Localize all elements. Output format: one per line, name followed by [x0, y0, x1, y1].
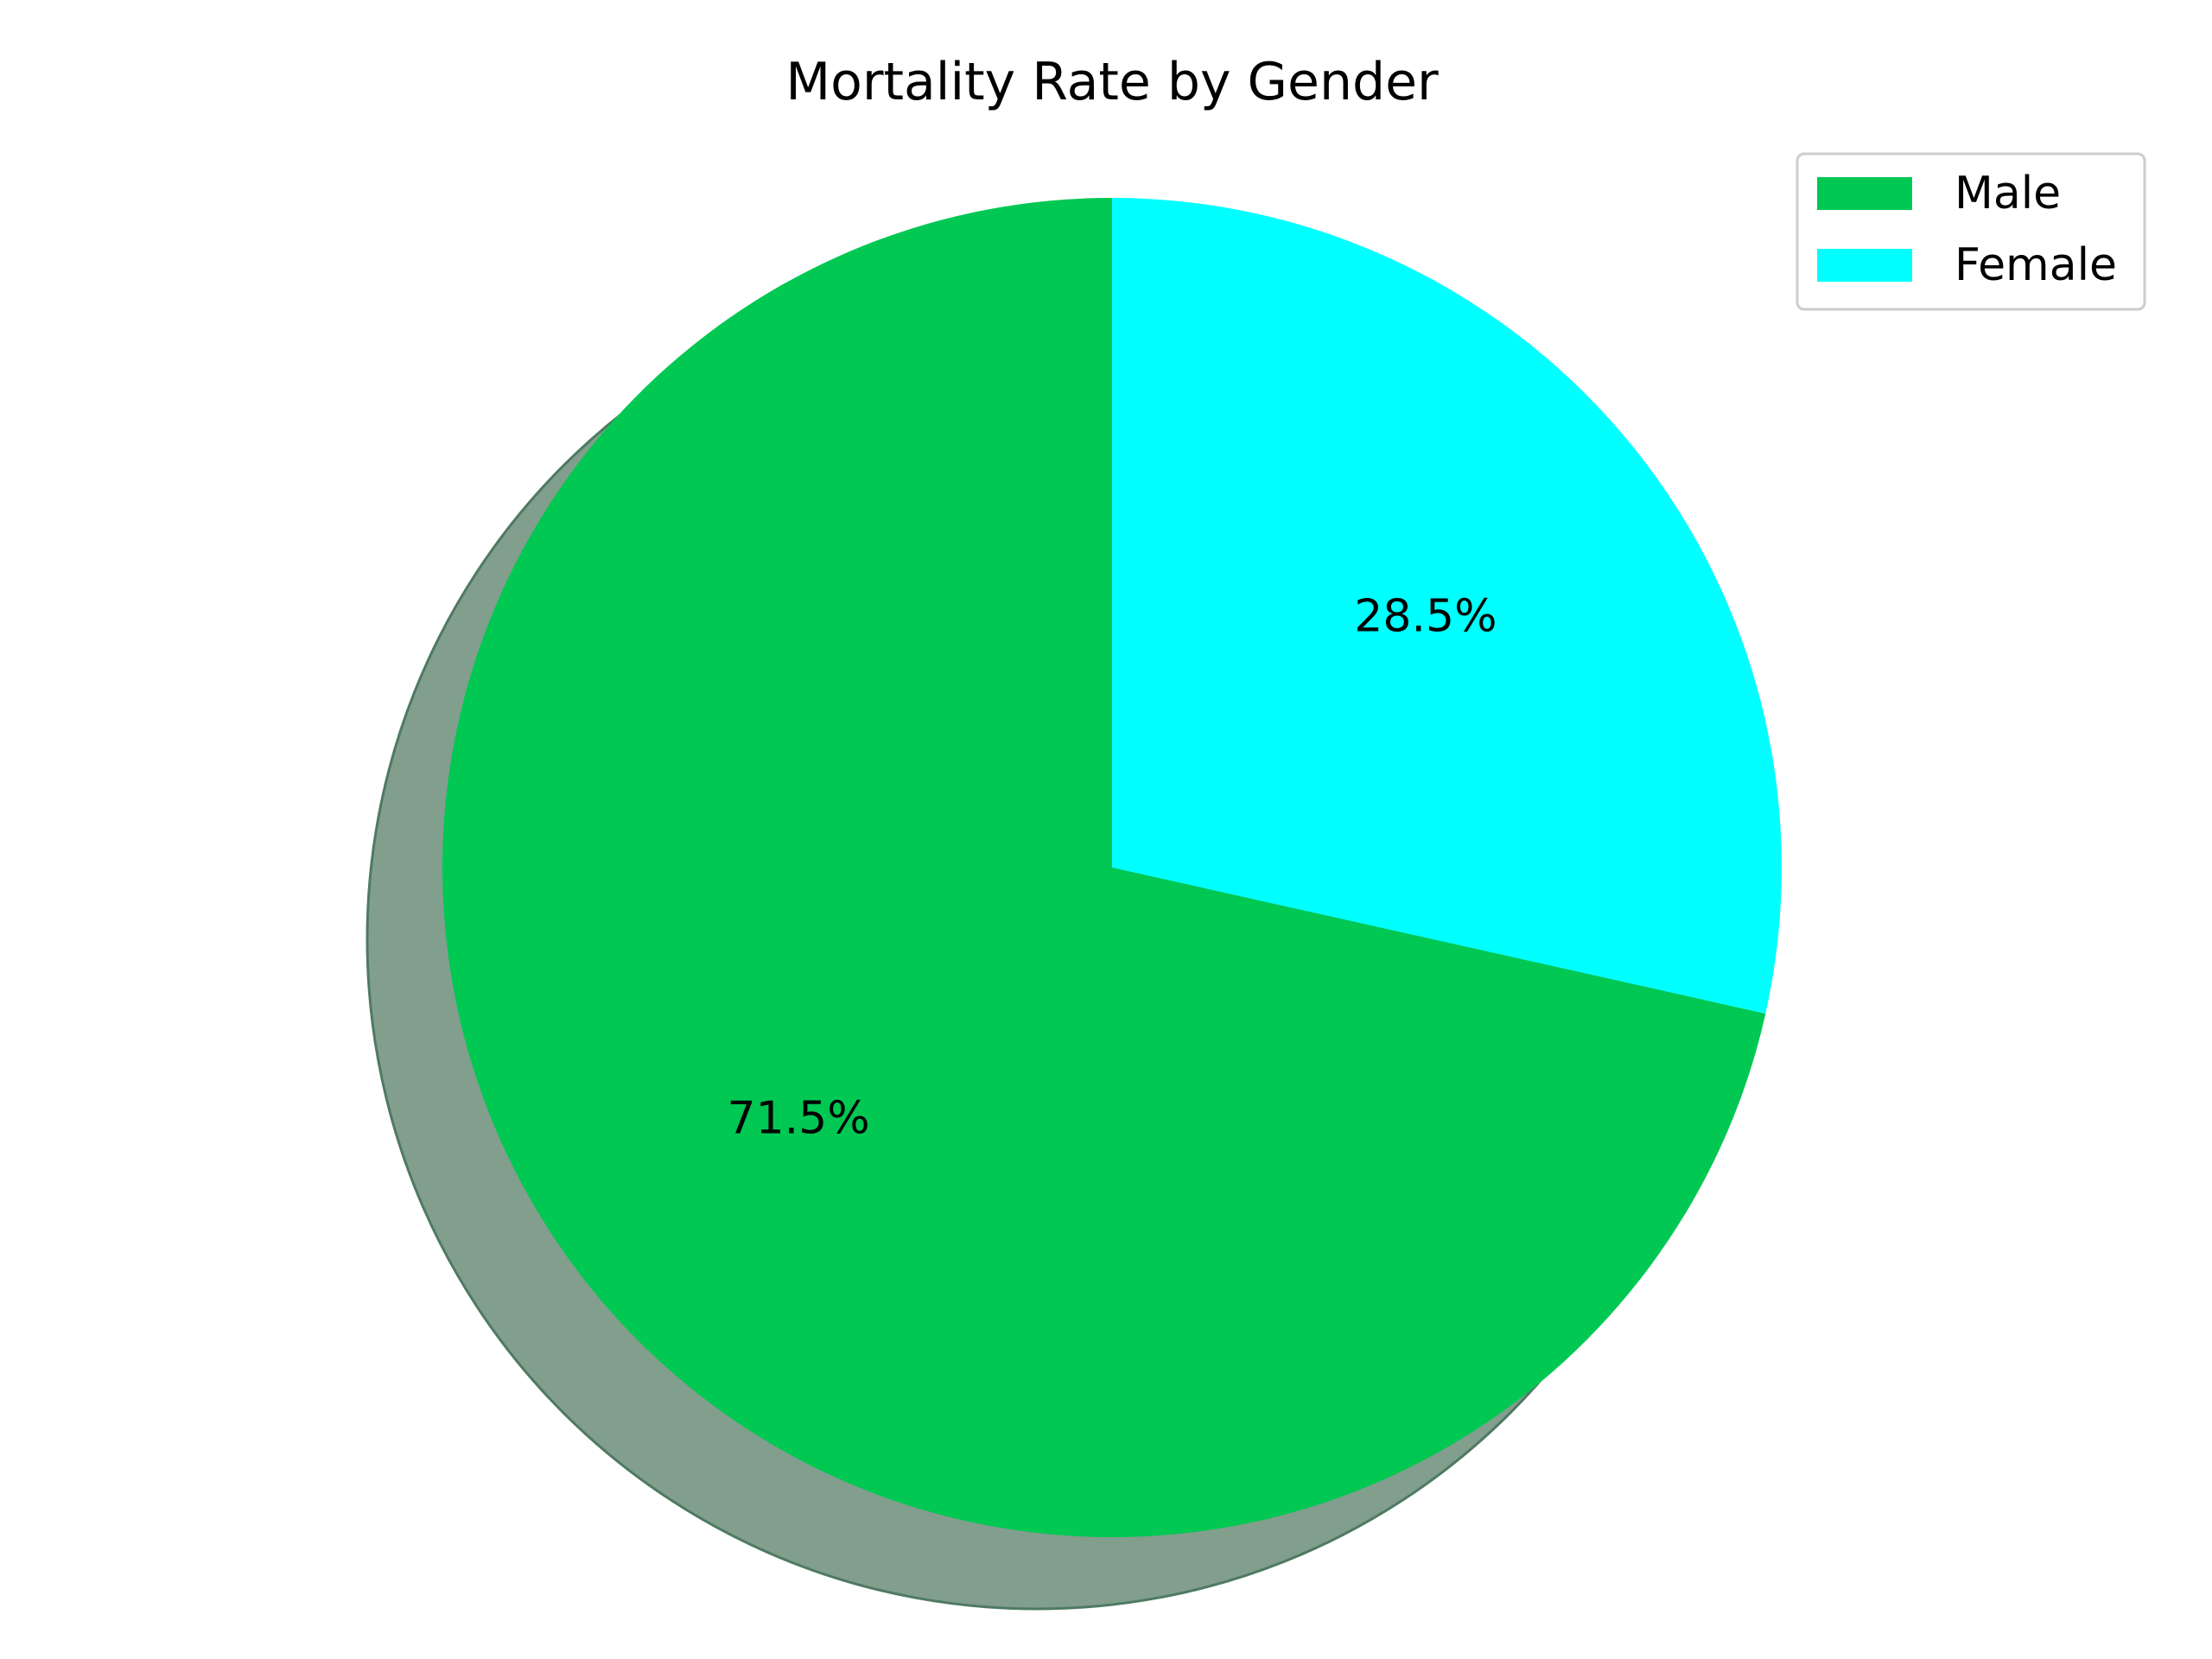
legend-label-female: Female	[1955, 239, 2117, 291]
pie-label-male: 71.5%	[727, 1093, 869, 1145]
legend-label-male: Male	[1955, 168, 2061, 219]
pie-slice-female	[1112, 198, 1782, 1014]
chart-title: Mortality Rate by Gender	[785, 52, 1439, 112]
pie-slice-male	[442, 198, 1766, 1537]
pie-label-female: 28.5%	[1354, 590, 1497, 642]
legend-swatch-female	[1817, 249, 1912, 282]
legend-swatch-male	[1817, 177, 1912, 210]
legend: Male Female	[1796, 152, 2146, 311]
pie-labels: 71.5% 28.5%	[727, 590, 1497, 1144]
pie-slices	[442, 198, 1782, 1537]
